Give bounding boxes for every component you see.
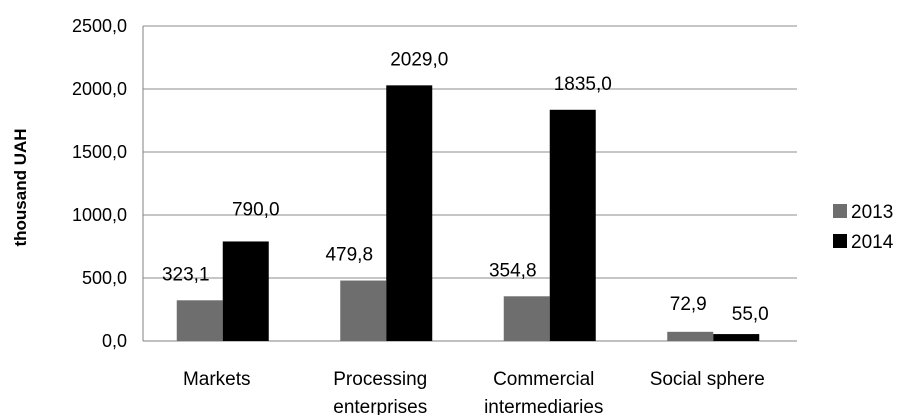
data-label-2013-2: 354,8 (489, 260, 537, 281)
data-label-2014-3: 55,0 (732, 304, 769, 325)
y-tick-label: 500,0 (82, 268, 127, 288)
x-category-label: Commercial (493, 369, 594, 390)
x-category-label: Markets (183, 369, 251, 390)
y-tick-label: 2500,0 (72, 16, 127, 36)
data-label-2014-2: 1835,0 (554, 74, 612, 95)
x-category-label: enterprises (333, 397, 427, 415)
y-tick-label: 2000,0 (72, 79, 127, 99)
legend-label-2013: 2013 (851, 202, 893, 223)
data-label-2013-1: 479,8 (325, 245, 373, 266)
data-label-2013-0: 323,1 (162, 264, 210, 285)
data-label-2014-0: 790,0 (232, 199, 280, 220)
bar-2013-1 (340, 280, 387, 341)
x-category-label: Social sphere (650, 369, 765, 390)
bar-2014-0 (222, 241, 269, 341)
y-tick-label: 0,0 (102, 331, 127, 351)
bar-2014-2 (549, 109, 596, 341)
legend: 2013 2014 (833, 202, 894, 253)
bar-2014-3 (713, 334, 760, 341)
x-category-label: intermediaries (484, 397, 603, 415)
bar-2014-1 (386, 85, 433, 341)
legend-swatch-2014 (833, 234, 847, 248)
bar-2013-0 (176, 300, 223, 341)
legend-swatch-2013 (833, 204, 847, 218)
bar-2013-3 (667, 331, 714, 341)
data-label-2013-3: 72,9 (670, 294, 707, 315)
data-label-2014-1: 2029,0 (390, 49, 448, 70)
bar-2013-2 (503, 296, 550, 341)
y-axis-label: thousand UAH (11, 128, 30, 246)
x-axis-category-labels: Markets Processing enterprises Commercial in… (183, 369, 765, 415)
y-tick-label: 1000,0 (72, 205, 127, 225)
bars (176, 85, 760, 341)
data-labels: 323,1 479,8 354,8 72,9 790,0 2029,0 1835,0 55,0 (162, 49, 769, 325)
x-category-label: Processing (333, 369, 427, 390)
y-tick-label: 1500,0 (72, 142, 127, 162)
legend-label-2014: 2014 (851, 232, 894, 253)
y-axis-tick-labels: 0,0 500,0 1000,0 1500,0 2000,0 2500,0 (72, 16, 127, 351)
